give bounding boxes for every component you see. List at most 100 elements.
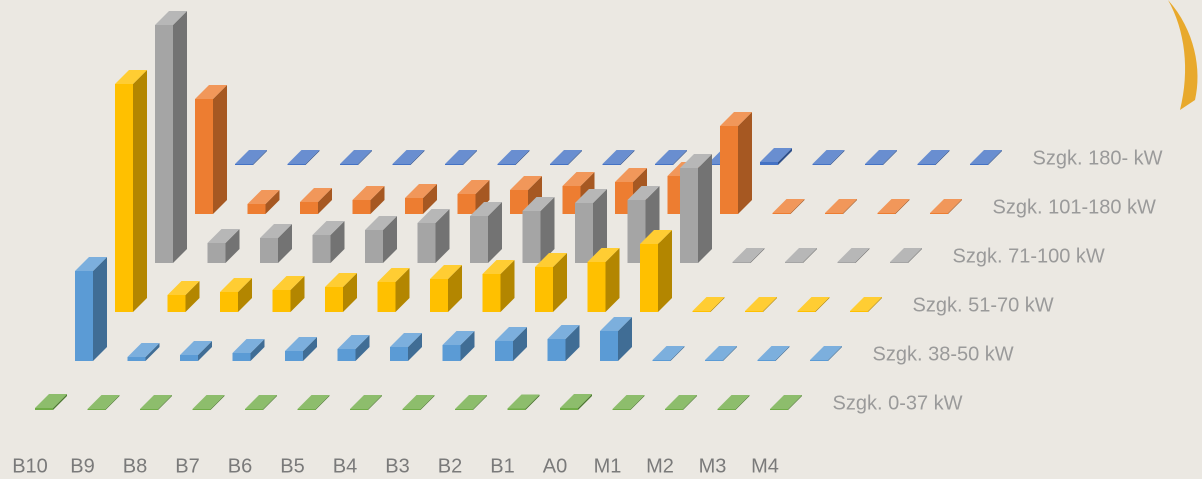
bar-front [970,164,988,165]
bar [575,189,607,263]
bar-top [547,325,580,339]
bar-top [195,85,227,99]
bar-side [318,188,332,214]
bar [405,184,437,214]
bar-side [605,248,620,312]
legend-label: Szgk. 101-180 kW [993,196,1157,218]
bar-front [405,198,423,214]
bar [785,248,817,263]
bar-top [507,394,540,409]
bar [167,281,200,312]
bar-top [232,339,265,353]
bar-top [812,150,845,164]
decoration [1168,0,1198,110]
bar-front [652,360,671,361]
bar-front [35,408,53,410]
bar-top [272,276,305,290]
bar-side [423,184,437,214]
bar-top [522,197,555,211]
bar-front [797,311,816,312]
bar-front [772,213,791,214]
bar-top [350,395,382,409]
bar-side [723,346,737,361]
bar [720,112,752,214]
bar-side [895,199,910,214]
bar [812,150,845,165]
bar [587,248,620,312]
bar-top [155,11,187,25]
bar-front [785,262,803,263]
bar-front [547,339,566,361]
bar-front [720,126,738,214]
bar-front [167,295,186,312]
bar [272,276,305,312]
bar-side [855,248,870,263]
legend-label: Szgk. 38-50 kW [873,343,1014,365]
bar [260,224,292,263]
bar-top [640,230,672,244]
bar-front [235,164,253,165]
bar [797,297,830,312]
bar [35,394,67,410]
bar-front [602,164,621,165]
bar-side [213,85,227,214]
bar-front [865,164,883,165]
bar [127,343,160,361]
bar-front [837,262,856,263]
x-tick-label: B8 [123,455,147,477]
bar-top [405,184,437,198]
bar-side [788,395,802,410]
bar-side [593,189,607,263]
x-tick-label: B3 [385,455,409,477]
bar-side [843,199,857,214]
bar-top [260,224,292,238]
bar-side [463,150,477,165]
bar [602,150,635,165]
bar-side [460,331,475,361]
bar [865,150,897,165]
bar-top [245,395,277,409]
bar-top [445,150,477,164]
bar [300,188,332,214]
bar [87,395,120,410]
x-tick-label: B7 [175,455,199,477]
bar-side [735,395,750,410]
bar-side [500,260,515,312]
bar-side [883,150,897,165]
bar-top [772,199,805,213]
bar-side [778,148,792,165]
bar [970,150,1002,165]
bar [655,150,687,165]
bar-front [312,235,331,263]
bar [665,395,697,410]
bar-front [445,164,463,165]
bar-top [770,395,802,409]
bar [392,150,425,165]
bar [757,346,790,361]
bar [600,317,632,361]
bar-side [343,273,357,312]
bar-front [260,238,278,263]
bar-front [390,347,408,361]
bar [705,346,737,361]
bar-front [350,409,368,410]
bar [430,265,462,312]
bar-side [105,395,120,410]
bar [247,190,280,214]
bar-side [828,346,842,361]
bar-top [75,257,107,271]
bar-front [510,190,528,214]
bar-front [377,282,396,312]
bar [350,395,382,410]
bar-top [720,112,752,126]
bar-top [352,186,385,200]
bar [890,248,922,263]
bar [377,268,410,312]
bar-side [698,154,712,263]
bar-side [763,297,777,312]
bar-side [948,199,962,214]
bar-side [303,337,317,361]
bar [495,327,527,361]
bar [297,395,330,410]
bar-top [705,346,737,360]
